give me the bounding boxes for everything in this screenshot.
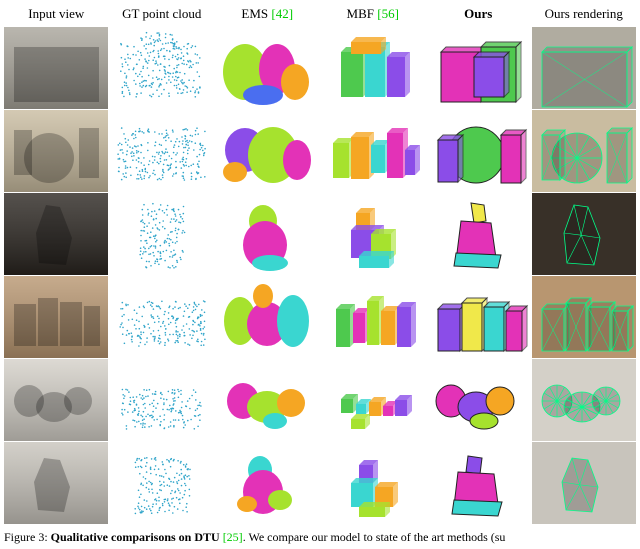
comparison-grid: Input view GT point cloud EMS [42] MBF [… [4,4,636,524]
cell-ours-smurf [426,442,530,524]
cell-rendering-grocery1 [532,110,636,192]
cell-ems-rabbit [215,193,319,275]
cell-input-smurf [4,442,108,524]
cell-ems-smurf [215,442,319,524]
caption-title: Qualitative comparisons on DTU [51,530,223,544]
cell-ours-grocery2 [426,276,530,358]
cell-rendering-smurf [532,442,636,524]
cell-input-grocery2 [4,276,108,358]
header-ours: Ours [426,4,531,26]
cell-ems-vegetables [215,359,319,441]
cell-input-rabbit [4,193,108,275]
caption-tail: . We compare our model to state of the a… [243,530,506,544]
header-input-view: Input view [4,4,109,26]
cell-mbf-vegetables [321,359,425,441]
cell-mbf-smurf [321,442,425,524]
header-ems-ref: [42] [271,6,293,21]
header-mbf-label: MBF [347,6,374,21]
cell-input-house [4,27,108,109]
cell-rendering-house [532,27,636,109]
header-ems-label: EMS [241,6,268,21]
cell-pointcloud-smurf [110,442,214,524]
cell-mbf-house [321,27,425,109]
cell-pointcloud-house [110,27,214,109]
header-gt-point-cloud: GT point cloud [110,4,215,26]
header-ems: EMS [42] [215,4,320,26]
cell-pointcloud-vegetables [110,359,214,441]
cell-rendering-rabbit [532,193,636,275]
cell-pointcloud-rabbit [110,193,214,275]
cell-rendering-grocery2 [532,276,636,358]
cell-ours-house [426,27,530,109]
cell-mbf-grocery1 [321,110,425,192]
header-mbf: MBF [56] [321,4,426,26]
caption-dtu-ref: [25] [223,530,243,544]
cell-ours-rabbit [426,193,530,275]
cell-pointcloud-grocery1 [110,110,214,192]
cell-input-vegetables [4,359,108,441]
cell-input-grocery1 [4,110,108,192]
caption-prefix: Figure 3: [4,530,51,544]
cell-ours-vegetables [426,359,530,441]
header-mbf-ref: [56] [377,6,399,21]
cell-rendering-vegetables [532,359,636,441]
cell-pointcloud-grocery2 [110,276,214,358]
cell-mbf-rabbit [321,193,425,275]
cell-mbf-grocery2 [321,276,425,358]
cell-ems-house [215,27,319,109]
figure-caption: Figure 3: Qualitative comparisons on DTU… [4,524,636,545]
cell-ems-grocery2 [215,276,319,358]
header-ours-rendering: Ours rendering [532,4,637,26]
cell-ems-grocery1 [215,110,319,192]
cell-ours-grocery1 [426,110,530,192]
